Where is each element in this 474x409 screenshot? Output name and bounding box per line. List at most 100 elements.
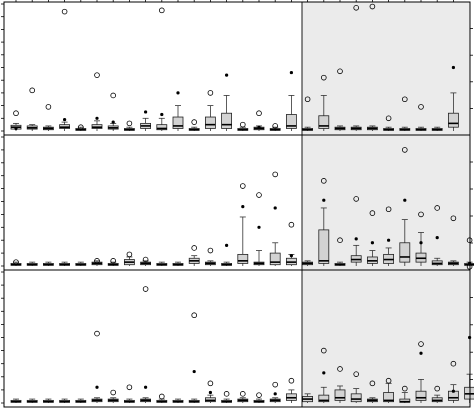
box xyxy=(350,393,362,403)
box xyxy=(237,253,249,264)
outlier-open xyxy=(418,104,424,110)
outlier-filled xyxy=(63,117,67,122)
outlier-filled xyxy=(14,126,18,131)
outlier-open xyxy=(13,259,19,265)
outlier-filled xyxy=(289,254,293,258)
box xyxy=(318,394,330,403)
outlier-open xyxy=(110,389,116,396)
box xyxy=(334,389,346,401)
outlier-open xyxy=(256,192,262,198)
outlier-open xyxy=(337,366,343,372)
outlier-open xyxy=(126,384,133,391)
outlier-open xyxy=(337,68,343,75)
panel-shade-bottom xyxy=(302,270,470,407)
outlier-open xyxy=(320,178,327,184)
outlier-open xyxy=(353,371,360,377)
outlier-filled xyxy=(435,236,439,240)
panel-shade-top xyxy=(302,2,470,135)
box xyxy=(221,112,233,129)
outlier-open xyxy=(337,237,343,244)
outlier-open xyxy=(159,7,165,14)
outlier-open xyxy=(288,221,295,228)
outlier-open xyxy=(401,147,408,153)
outlier-filled xyxy=(241,205,245,209)
outlier-open xyxy=(78,124,84,130)
outlier-open xyxy=(288,377,295,384)
outlier-filled xyxy=(144,110,148,114)
box xyxy=(383,392,395,403)
outlier-open xyxy=(61,8,68,15)
outlier-filled xyxy=(403,198,407,202)
box xyxy=(156,124,168,131)
box xyxy=(172,116,184,129)
box xyxy=(269,252,281,266)
outlier-open xyxy=(110,92,116,99)
outlier-open xyxy=(94,330,100,337)
outlier-open xyxy=(369,380,376,387)
outlier-open xyxy=(110,258,116,264)
outlier-filled xyxy=(387,238,391,242)
outlier-filled xyxy=(419,241,423,245)
outlier-filled xyxy=(273,392,277,396)
outlier-open xyxy=(272,381,279,388)
outlier-open xyxy=(45,104,52,110)
outlier-filled xyxy=(289,70,293,75)
box xyxy=(318,115,330,129)
outlier-open xyxy=(94,258,100,264)
outlier-open xyxy=(13,110,19,117)
outlier-open xyxy=(434,385,441,392)
outlier-open xyxy=(401,385,408,392)
outlier-open xyxy=(466,263,473,270)
outlier-filled xyxy=(451,389,455,393)
outlier-open xyxy=(353,5,360,11)
outlier-filled xyxy=(419,351,423,355)
outlier-open xyxy=(418,341,424,347)
outlier-filled xyxy=(144,385,148,389)
outlier-open xyxy=(256,392,262,398)
outlier-open xyxy=(450,360,457,367)
outlier-filled xyxy=(95,385,99,389)
panel-frame-bottom xyxy=(3,269,471,408)
outlier-open xyxy=(385,377,392,384)
box xyxy=(318,229,330,264)
outlier-open xyxy=(418,211,424,218)
outlier-open xyxy=(191,119,198,125)
outlier-open xyxy=(450,215,457,222)
outlier-open xyxy=(369,3,376,10)
outlier-open xyxy=(240,391,246,397)
outlier-open xyxy=(369,210,376,216)
outlier-open xyxy=(159,393,165,400)
outlier-open xyxy=(207,380,214,387)
outlier-open xyxy=(126,251,133,258)
outlier-filled xyxy=(257,225,261,229)
outlier-open xyxy=(256,110,262,117)
outlier-open xyxy=(94,72,100,78)
outlier-filled xyxy=(225,73,229,77)
box xyxy=(399,242,411,263)
outlier-filled xyxy=(160,112,164,117)
outlier-open xyxy=(207,247,214,254)
outlier-filled xyxy=(354,237,358,241)
outlier-open xyxy=(385,115,392,122)
outlier-filled xyxy=(176,91,180,95)
box xyxy=(204,116,216,129)
outlier-open xyxy=(240,121,246,128)
outlier-open xyxy=(401,96,408,103)
outlier-filled xyxy=(192,369,196,374)
box xyxy=(415,390,427,401)
outlier-open xyxy=(191,245,198,251)
outlier-filled xyxy=(208,390,212,395)
outlier-open xyxy=(272,123,279,129)
outlier-open xyxy=(126,120,133,127)
outlier-open xyxy=(272,171,279,178)
outlier-filled xyxy=(111,120,115,124)
outlier-open xyxy=(434,205,441,211)
outlier-filled xyxy=(322,371,326,375)
outlier-open xyxy=(29,87,36,94)
outlier-open xyxy=(320,74,327,81)
outlier-filled xyxy=(257,125,261,129)
outlier-open xyxy=(191,312,198,319)
outlier-filled xyxy=(225,243,229,247)
